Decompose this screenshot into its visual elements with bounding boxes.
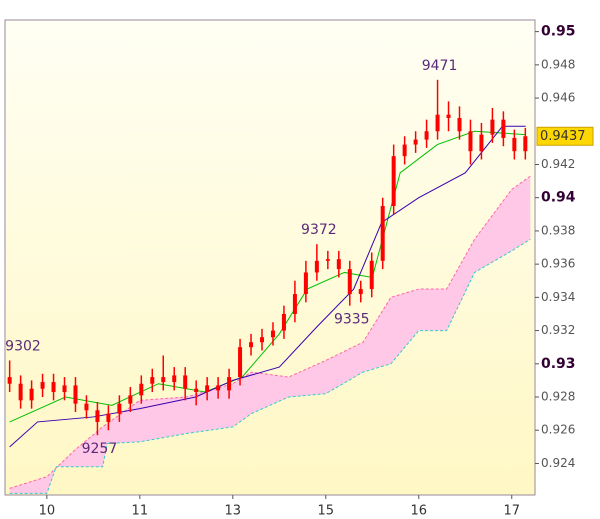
y-tick-label: 0.95 [541,24,576,40]
candle-body [501,119,506,138]
candle-body [194,388,199,393]
candle-body [40,382,45,389]
candle-body [336,259,341,270]
y-tick-label: 0.946 [541,91,575,105]
candle-body [402,144,407,157]
y-tick-label: 0.938 [541,223,575,237]
y-tick-label: 0.934 [541,290,575,304]
candle-body [325,259,330,261]
candle-body [73,385,78,404]
candle-body [128,395,133,404]
candle-body [281,313,286,331]
candle-body [95,410,100,422]
candle-body [358,289,363,295]
y-tick-label: 0.924 [541,456,575,470]
annotation: 9335 [334,312,370,328]
candle-body [62,385,67,393]
candle-body [446,114,451,118]
y-tick-label: 0.94 [541,190,576,206]
candle-body [479,134,484,152]
cloud-span [9,175,531,489]
indicator-line [9,125,526,448]
candle-body [161,377,166,383]
candle-body [51,382,56,393]
y-tick-label: 0.93 [541,356,576,372]
candle-body [413,139,418,145]
candle-body [238,347,243,378]
y-tick-label: 0.932 [541,323,575,337]
candle-body [490,119,495,135]
candle-body [512,137,517,152]
candle-body [29,388,34,401]
candle-body [380,206,385,261]
candle-body [106,413,111,422]
annotation: 9471 [422,58,458,74]
x-tick-label: 10 [39,504,56,519]
candle-body [292,294,297,314]
candle-body [84,403,89,411]
candle-body [18,383,23,401]
candle-body [457,117,462,132]
x-tick-label: 17 [503,504,520,519]
candle-body [139,383,144,396]
x-tick-label: 11 [132,504,149,519]
candle-body [227,377,232,391]
candle-body [347,269,352,295]
candle-body [424,131,429,140]
plot-area [4,19,536,496]
candle-body [172,375,177,383]
last-price-label: 0.9437 [540,129,586,144]
y-tick-label: 0.928 [541,390,575,404]
candle-body [314,260,319,273]
last-price-box [536,126,594,146]
annotation: 9302 [5,338,41,354]
candle-body [216,385,221,391]
y-tick-label: 0.942 [541,157,575,171]
candle-body [369,260,374,290]
cloud-span [9,238,531,494]
x-tick-label: 16 [410,504,427,519]
annotation: 9372 [301,222,337,238]
candle-body [117,403,122,414]
candle-body [435,114,440,132]
candle-body [270,330,275,338]
cloud-fill [9,176,531,494]
y-tick-label: 0.936 [541,257,575,271]
annotation: 9257 [82,441,118,457]
x-tick-label: 15 [318,504,335,519]
candle-body [260,337,265,343]
candle-body [303,272,308,295]
y-tick-label: 0.926 [541,423,575,437]
candle-body [150,377,155,384]
x-tick-label: 13 [225,504,242,519]
candle-body [523,136,528,152]
y-tick-label: 0.948 [541,57,575,71]
candle-body [7,377,12,384]
candle-body [205,385,210,393]
candle-body [468,131,473,152]
candle-body [249,342,254,348]
candle-body [391,156,396,207]
candle-body [183,375,188,389]
